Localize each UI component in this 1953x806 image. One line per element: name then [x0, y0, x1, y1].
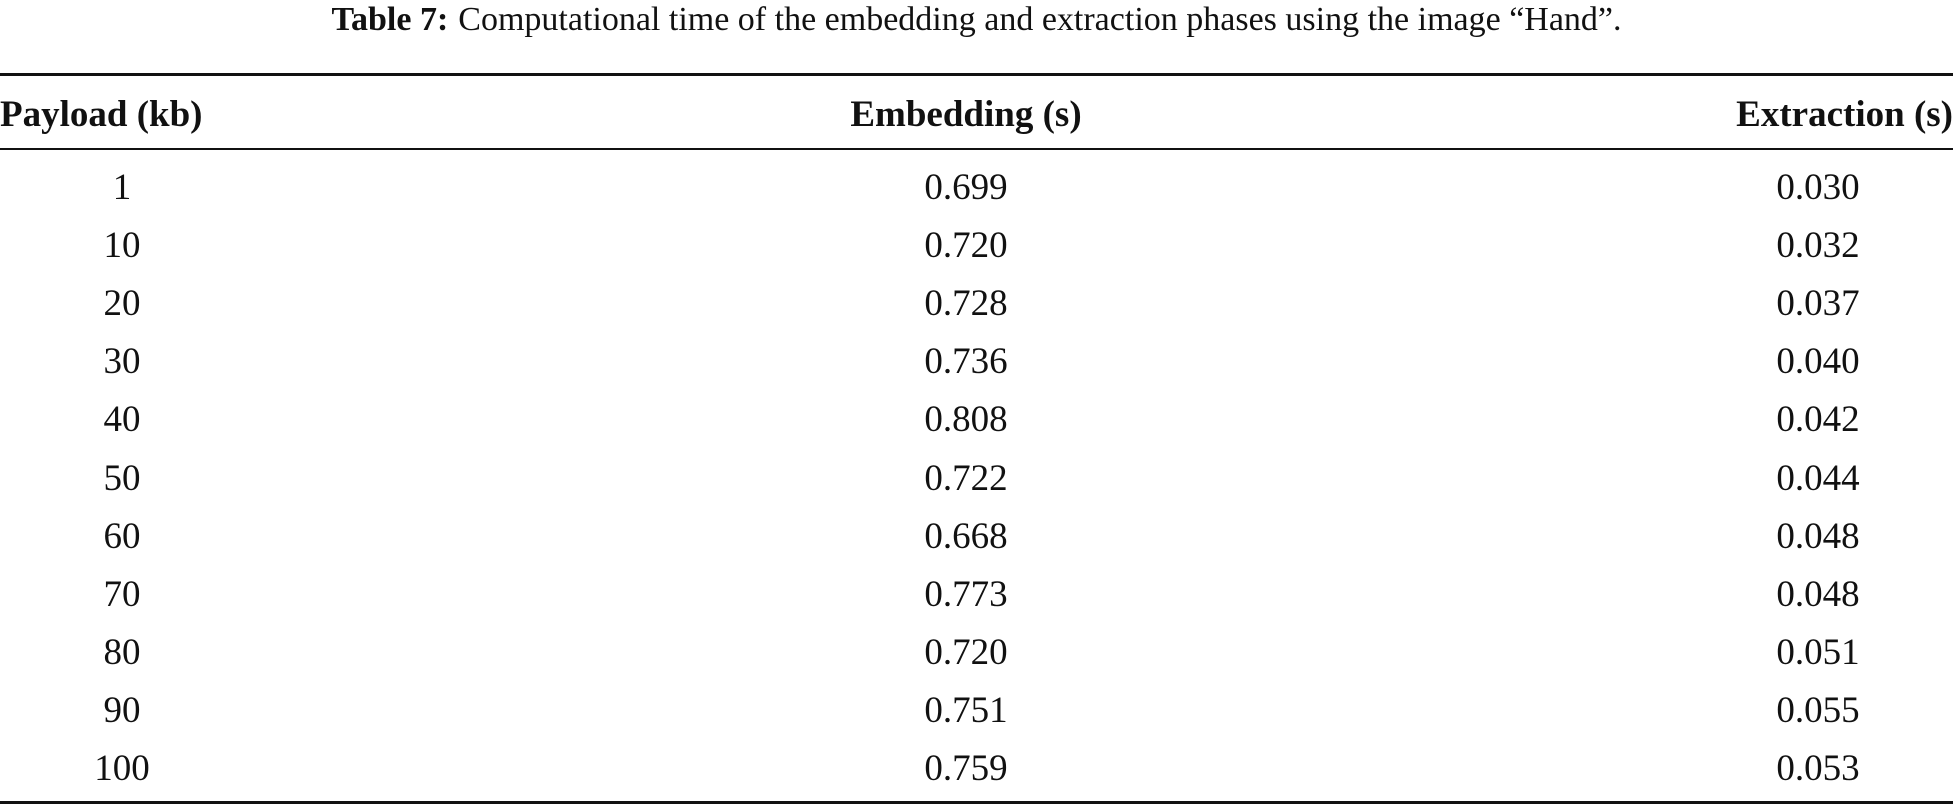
table-cell: 60 — [103, 515, 141, 557]
table-cell: 70 — [103, 573, 141, 615]
column-header: Payload (kb) — [0, 94, 203, 135]
table-cell: 0.720 — [924, 225, 1008, 267]
table-cell: 0.668 — [924, 515, 1008, 557]
table-cell: 10 — [103, 225, 141, 267]
table-cell: 0.720 — [924, 631, 1008, 673]
table-cell: 0.773 — [924, 573, 1008, 615]
table-cell: 20 — [103, 283, 141, 325]
table-cell: 1 — [112, 167, 132, 208]
table-cell: 0.722 — [924, 457, 1008, 499]
caption-label: Table 7: — [331, 1, 449, 38]
table-cell: 0.048 — [1776, 515, 1860, 557]
table-cell: 0.699 — [924, 167, 1008, 208]
bottom-rule — [0, 801, 1953, 804]
table-cell: 0.053 — [1776, 748, 1860, 789]
table-cell: 30 — [103, 341, 141, 383]
table-cell: 50 — [103, 457, 141, 499]
column-header: Extraction (s) — [1736, 94, 1953, 135]
table-cell: 0.042 — [1776, 399, 1860, 441]
table-caption: Table 7: Computational time of the embedd… — [0, 0, 1953, 40]
table-cell: 0.037 — [1776, 283, 1860, 325]
table-cell: 40 — [103, 399, 141, 441]
table-cell: 0.051 — [1776, 631, 1860, 673]
table-cell: 0.030 — [1776, 167, 1860, 208]
table-cell: 0.736 — [924, 341, 1008, 383]
table-cell: 90 — [103, 689, 141, 731]
table-cell: 100 — [94, 748, 150, 789]
caption-text: Computational time of the embedding and … — [458, 1, 1622, 38]
table-cell: 0.808 — [924, 399, 1008, 441]
header-rule — [0, 148, 1953, 150]
table-cell: 0.048 — [1776, 573, 1860, 615]
table-cell: 0.728 — [924, 283, 1008, 325]
table-cell: 0.751 — [924, 689, 1008, 731]
top-rule — [0, 73, 1953, 76]
table-cell: 80 — [103, 631, 141, 673]
table-cell: 0.055 — [1776, 689, 1860, 731]
table-cell: 0.759 — [924, 748, 1008, 789]
table-cell: 0.044 — [1776, 457, 1860, 499]
table-cell: 0.040 — [1776, 341, 1860, 383]
table-cell: 0.032 — [1776, 225, 1860, 267]
column-header: Embedding (s) — [850, 94, 1082, 135]
